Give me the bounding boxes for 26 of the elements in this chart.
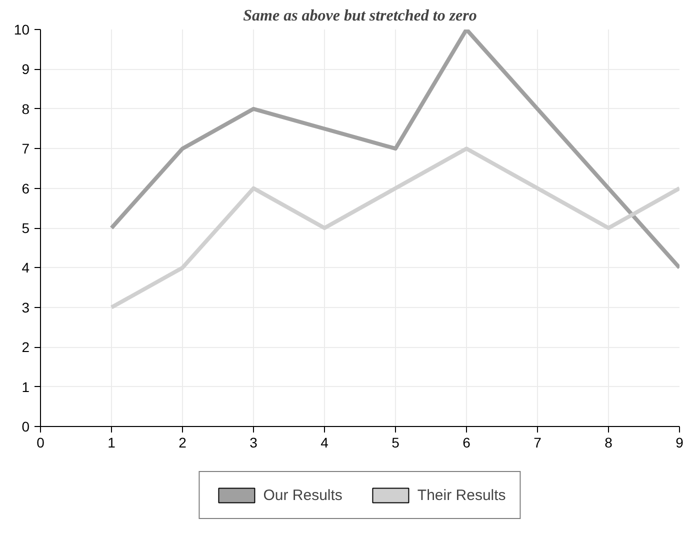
line-series bbox=[110, 146, 680, 310]
x-tick-label: 6 bbox=[462, 434, 471, 450]
y-tick-label: 5 bbox=[22, 220, 30, 236]
y-tick-label: 0 bbox=[22, 418, 30, 434]
x-tick-label: 7 bbox=[534, 434, 542, 450]
y-tick-label: 3 bbox=[22, 299, 30, 316]
y-tick-label: 9 bbox=[22, 61, 30, 78]
x-tick-label: 3 bbox=[250, 434, 258, 450]
y-tick-label: 6 bbox=[22, 180, 30, 196]
x-tick-label: 5 bbox=[392, 434, 400, 450]
y-tick-label: 1 bbox=[22, 378, 30, 395]
x-tick-label: 0 bbox=[36, 434, 45, 450]
y-tick-label: 4 bbox=[22, 260, 30, 276]
y-tick-label: 2 bbox=[22, 339, 30, 356]
x-tick-label: 4 bbox=[320, 434, 329, 450]
legend-label: Our Results bbox=[263, 486, 342, 504]
chart-title: Same as above but stretched to zero bbox=[243, 8, 477, 24]
legend-label: Their Results bbox=[417, 486, 506, 504]
x-tick-label: 1 bbox=[108, 434, 116, 450]
x-tick-label: 8 bbox=[604, 434, 613, 450]
x-tick-label: 9 bbox=[676, 434, 684, 450]
line-series bbox=[110, 30, 680, 270]
y-tick-label: 7 bbox=[22, 140, 30, 157]
x-tick-label: 2 bbox=[178, 434, 187, 450]
y-tick-label: 10 bbox=[14, 22, 30, 38]
y-tick-label: 8 bbox=[22, 100, 30, 117]
